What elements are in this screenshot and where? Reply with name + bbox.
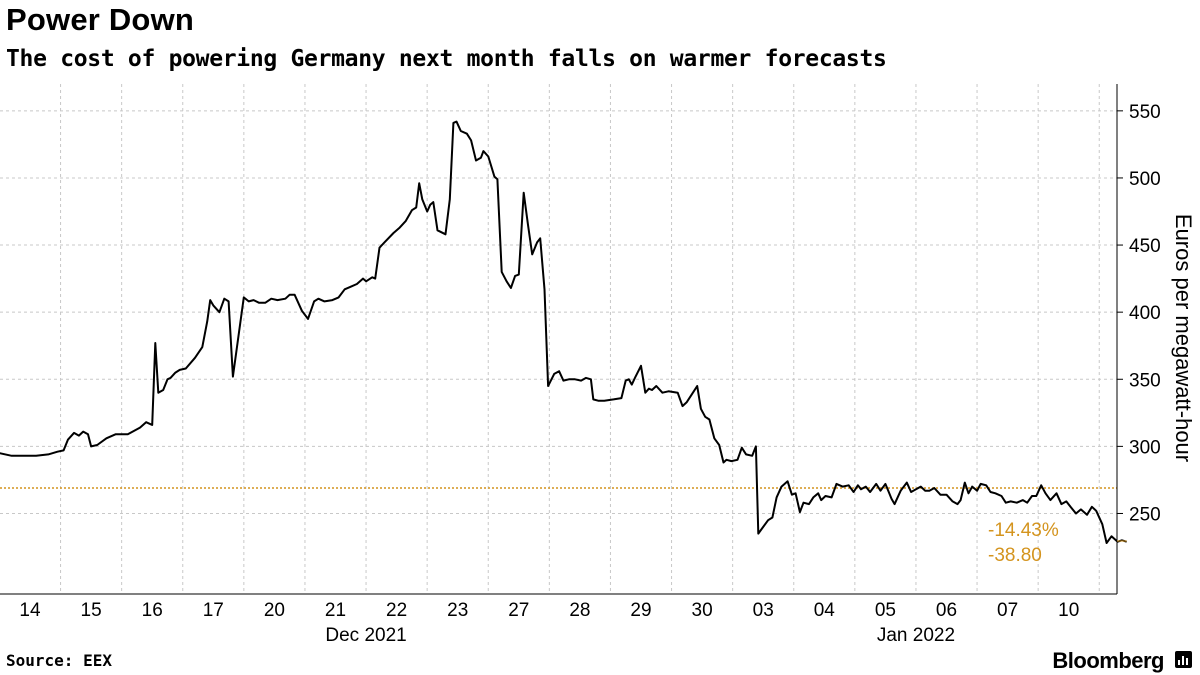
- source-note: Source: EEX: [6, 651, 112, 670]
- y-axis-title: Euros per megawatt-hour: [1171, 214, 1196, 462]
- x-tick-label: 07: [997, 600, 1018, 621]
- y-tick-label: 300: [1129, 437, 1161, 458]
- x-tick-label: 03: [753, 600, 774, 621]
- x-tick-label: 15: [81, 600, 102, 621]
- annotation-abs-change: -38.80: [988, 545, 1042, 566]
- x-tick-label: 05: [875, 600, 896, 621]
- x-tick-label: 21: [325, 600, 346, 621]
- x-month-label: Dec 2021: [325, 625, 406, 646]
- x-tick-label: 28: [569, 600, 590, 621]
- bloomberg-terminal-icon: [1175, 651, 1192, 668]
- chart-subtitle: The cost of powering Germany next month …: [6, 46, 887, 72]
- x-tick-label: 04: [814, 600, 836, 621]
- x-tick-label: 23: [447, 600, 468, 621]
- bloomberg-logo: Bloomberg: [1052, 648, 1164, 673]
- series-layer: [0, 120, 1127, 544]
- x-tick-label: 30: [692, 600, 713, 621]
- y-tick-label: 350: [1129, 370, 1161, 391]
- y-tick-label: 550: [1129, 102, 1161, 123]
- x-tick-label: 22: [386, 600, 407, 621]
- x-tick-label: 17: [203, 600, 224, 621]
- y-tick-label: 500: [1129, 169, 1161, 190]
- y-tick-label: 450: [1129, 236, 1161, 257]
- x-month-label: Jan 2022: [877, 625, 955, 646]
- x-tick-label: 14: [19, 600, 41, 621]
- x-tick-label: 27: [508, 600, 529, 621]
- x-tick-label: 06: [936, 600, 957, 621]
- x-tick-label: 10: [1058, 600, 1079, 621]
- y-tick-label: 250: [1129, 504, 1161, 525]
- chart-title: Power Down: [6, 2, 195, 37]
- x-tick-label: 29: [630, 600, 651, 621]
- grid-layer: [0, 84, 1117, 594]
- axis-layer: 250 300 350 400 450 500 550 Euros per megawatt-…: [0, 84, 1196, 646]
- x-tick-label: 20: [264, 600, 285, 621]
- x-tick-label: 16: [142, 600, 163, 621]
- series-line-power-price: [0, 120, 1127, 544]
- annotation-percent-change: -14.43%: [988, 520, 1059, 541]
- annotation-layer: -14.43% -38.80: [988, 520, 1127, 566]
- y-tick-label: 400: [1129, 303, 1161, 324]
